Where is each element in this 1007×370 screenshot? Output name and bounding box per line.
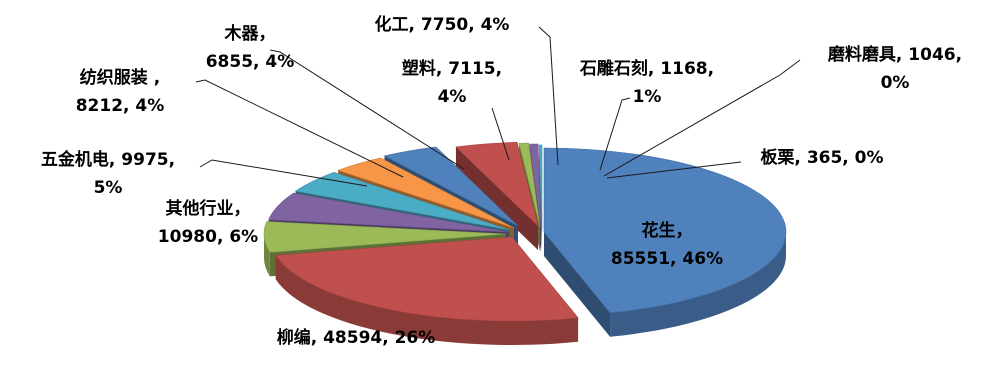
leader-line-纺织服装 bbox=[195, 79, 404, 178]
slice-塑料 bbox=[383, 146, 519, 227]
data-label-石雕石刻: 石雕石刻, 1168, 1% bbox=[579, 58, 714, 107]
slice-wall-柳编 bbox=[275, 255, 579, 345]
slice-side-化工 bbox=[455, 146, 538, 250]
data-label-木器: 木器， 6855, 4% bbox=[206, 23, 295, 72]
data-label-板栗: 板栗, 365, 0% bbox=[760, 147, 883, 168]
slice-纺织服装 bbox=[294, 171, 511, 231]
slice-化工 bbox=[455, 142, 539, 227]
slice-wall-其他行业 bbox=[264, 234, 270, 277]
slice-磨料磨具 bbox=[529, 143, 542, 229]
leader-line-板栗 bbox=[606, 161, 742, 179]
leader-line-塑料 bbox=[491, 107, 510, 161]
slice-石雕石刻 bbox=[518, 142, 541, 228]
data-labels: 花生， 85551, 46% 柳编, 48594, 26% 其他行业， 10980, 6… bbox=[41, 14, 962, 348]
leader-line-化工 bbox=[538, 26, 559, 166]
leader-line-五金机电 bbox=[199, 159, 368, 187]
data-label-化工: 化工, 7750, 4% bbox=[375, 14, 510, 35]
leader-lines bbox=[195, 26, 801, 187]
slice-其他行业 bbox=[263, 221, 507, 253]
slice-tops bbox=[263, 142, 787, 322]
slice-木器 bbox=[337, 157, 515, 229]
slice-五金机电 bbox=[268, 192, 509, 233]
data-label-其他行业: 其他行业， 10980, 6% bbox=[158, 198, 258, 247]
data-label-塑料: 塑料, 7115, 4% bbox=[402, 58, 502, 107]
leader-line-石雕石刻 bbox=[599, 97, 631, 171]
leader-line-磨料磨具 bbox=[603, 59, 801, 177]
slice-wall-花生 bbox=[610, 232, 786, 337]
leader-line-木器 bbox=[269, 49, 465, 170]
data-label-纺织服装: 纺织服装 , 8212, 4% bbox=[76, 67, 165, 116]
slice-side-花生 bbox=[544, 232, 611, 337]
data-label-花生: 花生， 85551, 46% bbox=[611, 220, 723, 269]
data-label-柳编: 柳编, 48594, 26% bbox=[277, 327, 436, 348]
data-label-磨料磨具: 磨料磨具, 1046, 0% bbox=[828, 44, 962, 93]
data-label-五金机电: 五金机电, 9975, 5% bbox=[41, 149, 175, 198]
slice-花生 bbox=[543, 147, 787, 314]
slice-板栗 bbox=[538, 144, 543, 230]
slice-柳编 bbox=[275, 236, 579, 322]
